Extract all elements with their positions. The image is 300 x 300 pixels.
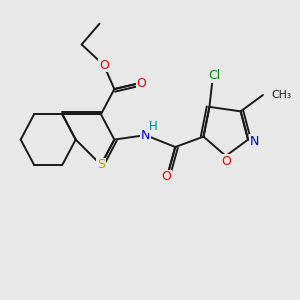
Text: O: O (99, 59, 109, 72)
Text: O: O (136, 76, 146, 90)
Text: O: O (221, 155, 231, 168)
Text: Cl: Cl (209, 69, 221, 82)
Text: O: O (161, 170, 171, 183)
Text: H: H (148, 120, 157, 133)
Text: CH₃: CH₃ (271, 90, 291, 100)
Text: N: N (141, 129, 150, 142)
Text: S: S (97, 158, 105, 171)
Text: N: N (250, 135, 259, 148)
